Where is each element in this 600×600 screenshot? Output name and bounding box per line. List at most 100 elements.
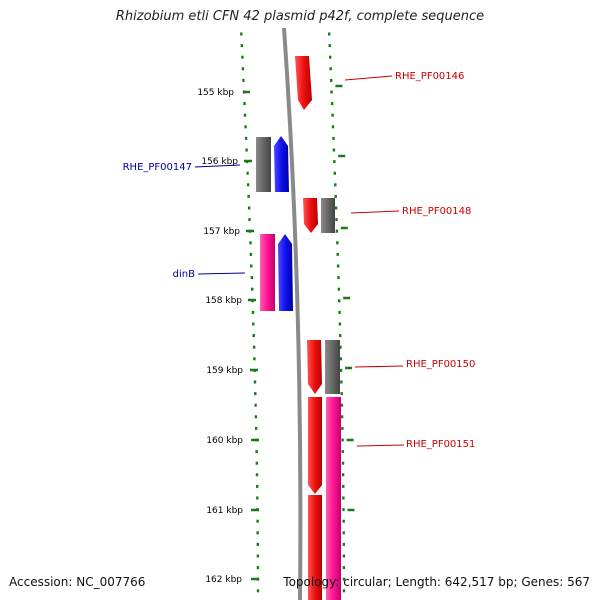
- gene-leader-line: [356, 444, 405, 447]
- guide-dot: [245, 148, 248, 152]
- guide-dot: [330, 90, 333, 94]
- gene-arrow-rhe-pf00146[interactable]: [295, 56, 312, 110]
- guide-dot: [328, 44, 331, 48]
- guide-dot: [334, 194, 337, 198]
- guide-dot: [341, 426, 344, 430]
- guide-dot: [331, 113, 334, 117]
- guide-dot: [329, 67, 332, 71]
- gene-features: [256, 56, 341, 600]
- gene-label[interactable]: RHE_PF00146: [395, 71, 464, 82]
- guide-dot: [254, 415, 258, 419]
- guide-dot: [243, 113, 247, 117]
- guide-dot: [256, 566, 260, 570]
- guide-dot: [342, 589, 346, 593]
- guide-dot: [334, 206, 338, 210]
- guide-dot: [339, 357, 342, 361]
- gene-block-rhe-pf00151-pink[interactable]: [326, 397, 341, 600]
- gene-label[interactable]: RHE_PF00150: [406, 359, 475, 370]
- guide-dot: [241, 55, 244, 59]
- guide-dot: [342, 496, 345, 500]
- guide-dot: [342, 577, 346, 581]
- sequence-backbone: [282, 27, 303, 600]
- guide-dot: [342, 508, 345, 512]
- guide-dot: [335, 229, 339, 233]
- gene-block-rhe-pf00147-gray[interactable]: [256, 137, 271, 192]
- guide-dot: [328, 32, 331, 36]
- guide-dot: [256, 589, 260, 593]
- gene-arrow-next-red[interactable]: [308, 495, 322, 600]
- guide-dot: [249, 252, 253, 256]
- guide-dot: [340, 392, 343, 396]
- guide-dot: [333, 160, 336, 164]
- gene-leader-line: [344, 75, 393, 81]
- guide-dot: [338, 310, 341, 314]
- guide-dot: [254, 392, 257, 396]
- guide-dot: [340, 380, 343, 384]
- guide-dot: [256, 519, 259, 523]
- guide-dot: [247, 194, 250, 198]
- gene-label[interactable]: dinB: [173, 269, 195, 280]
- gene-leader-line: [194, 164, 241, 168]
- scale-label: 159 kbp: [206, 366, 243, 376]
- scale-label: 160 kbp: [206, 436, 243, 446]
- guide-dot: [339, 368, 343, 372]
- guide-dot: [339, 334, 342, 338]
- guide-dot: [336, 264, 340, 268]
- guide-dot: [338, 299, 341, 303]
- guide-dot: [256, 554, 260, 558]
- guide-dot: [251, 310, 255, 314]
- guide-dot: [329, 55, 332, 59]
- guide-dot: [241, 67, 245, 71]
- guide-dot: [246, 183, 250, 187]
- scale-label: 157 kbp: [203, 227, 240, 237]
- gene-leader-line: [350, 210, 400, 214]
- scale-ruler: 155 kbp 156 kbp 157 kbp 158 kbp 159 kbp …: [197, 88, 259, 585]
- gene-arrow-rhe-pf00150[interactable]: [307, 340, 322, 394]
- guide-dot: [330, 78, 333, 82]
- guide-dot: [341, 473, 345, 477]
- guide-dot: [253, 357, 256, 361]
- guide-dot: [249, 241, 252, 245]
- guide-dot: [342, 519, 345, 523]
- guide-dot: [340, 403, 344, 407]
- guide-dot: [255, 450, 258, 454]
- gene-label[interactable]: RHE_PF00151: [406, 439, 475, 450]
- gene-block-dinb-pink[interactable]: [260, 234, 275, 311]
- guide-dot: [331, 125, 335, 129]
- scale-label: 161 kbp: [206, 506, 243, 516]
- guide-dot: [244, 136, 248, 140]
- guide-dot: [256, 496, 259, 500]
- guide-dot: [337, 276, 340, 280]
- scale-label: 156 kbp: [201, 157, 238, 167]
- gene-block-rhe-pf00148-gray[interactable]: [321, 198, 335, 233]
- guide-dot: [244, 125, 247, 129]
- gene-label[interactable]: RHE_PF00148: [402, 206, 471, 217]
- guide-dot: [255, 461, 258, 465]
- gene-arrow-dinb[interactable]: [278, 234, 293, 311]
- guide-dot: [336, 252, 339, 256]
- guide-dot: [246, 171, 249, 175]
- guide-dot: [252, 334, 255, 338]
- guide-dot: [240, 32, 243, 36]
- accession-text: Accession: NC_007766: [9, 575, 146, 589]
- guide-dot: [251, 287, 254, 291]
- gene-arrow-rhe-pf00147[interactable]: [274, 136, 289, 192]
- scale-label: 162 kbp: [205, 575, 242, 585]
- guide-dot: [240, 44, 243, 48]
- gene-label[interactable]: RHE_PF00147: [123, 162, 192, 173]
- guide-dot: [330, 102, 334, 106]
- guide-dot: [254, 426, 258, 430]
- guide-dot: [253, 380, 257, 384]
- guide-dot: [333, 171, 336, 175]
- guide-dot: [339, 345, 342, 349]
- guide-dot: [342, 484, 345, 488]
- gene-arrow-rhe-pf00148[interactable]: [303, 198, 318, 233]
- gene-block-rhe-pf00150-gray[interactable]: [325, 340, 340, 394]
- guide-dot: [342, 554, 346, 558]
- guide-dot: [247, 206, 251, 210]
- guide-dot: [248, 218, 251, 222]
- gene-arrow-rhe-pf00151[interactable]: [308, 397, 322, 494]
- guide-dot: [336, 241, 339, 245]
- guide-dot: [256, 542, 259, 546]
